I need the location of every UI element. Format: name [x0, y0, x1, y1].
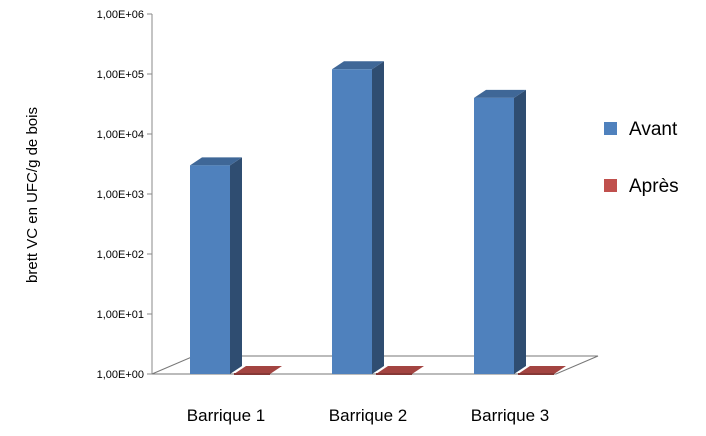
- bar-front: [376, 373, 412, 375]
- bar-top: [190, 157, 242, 166]
- y-tick-label: 1,00E+01: [97, 309, 144, 321]
- y-tick-label: 1,00E+00: [97, 369, 144, 381]
- x-category-label: Barrique 2: [329, 406, 407, 425]
- bar-après-1: [234, 366, 282, 375]
- bar-top: [376, 366, 424, 374]
- bar-avant-2: [332, 61, 384, 375]
- x-category-label: Barrique 1: [187, 406, 265, 425]
- y-tick-label: 1,00E+03: [97, 189, 144, 201]
- bar-top: [332, 61, 384, 70]
- bar-side: [372, 61, 384, 375]
- legend-label: Après: [629, 176, 679, 197]
- bar-front: [332, 69, 372, 375]
- bar-top: [474, 89, 526, 98]
- y-tick-label: 1,00E+05: [97, 69, 144, 81]
- legend: Avant Après: [604, 119, 679, 197]
- legend-label: Avant: [629, 119, 678, 140]
- bar-avant-1: [190, 157, 242, 374]
- legend-swatch: [604, 122, 617, 135]
- bar-front: [234, 373, 270, 375]
- legend-item-avant: Avant: [604, 119, 678, 140]
- y-axis-title: brett VC en UFC/g de bois: [24, 107, 41, 283]
- bar-après-2: [376, 366, 424, 375]
- bar-top: [234, 366, 282, 374]
- bar-side: [230, 157, 242, 374]
- bar-avant-3: [474, 89, 526, 374]
- y-tick-label: 1,00E+02: [97, 249, 144, 261]
- legend-item-après: Après: [604, 176, 679, 197]
- x-axis-labels: Barrique 1 Barrique 2 Barrique 3: [187, 406, 549, 425]
- bar-side: [514, 89, 526, 374]
- bar-front: [190, 165, 230, 374]
- bar-front: [518, 373, 554, 375]
- y-tick-label: 1,00E+06: [97, 9, 144, 21]
- bar-front: [474, 97, 514, 374]
- x-category-label: Barrique 3: [471, 406, 549, 425]
- bar-top: [518, 366, 566, 374]
- bars: [190, 61, 566, 375]
- legend-swatch: [604, 179, 617, 192]
- y-axis: 1,00E+00 1,00E+01 1,00E+02 1,00E+03 1,00E+04…: [97, 9, 153, 381]
- bar-après-3: [518, 366, 566, 375]
- y-tick-label: 1,00E+04: [97, 129, 144, 141]
